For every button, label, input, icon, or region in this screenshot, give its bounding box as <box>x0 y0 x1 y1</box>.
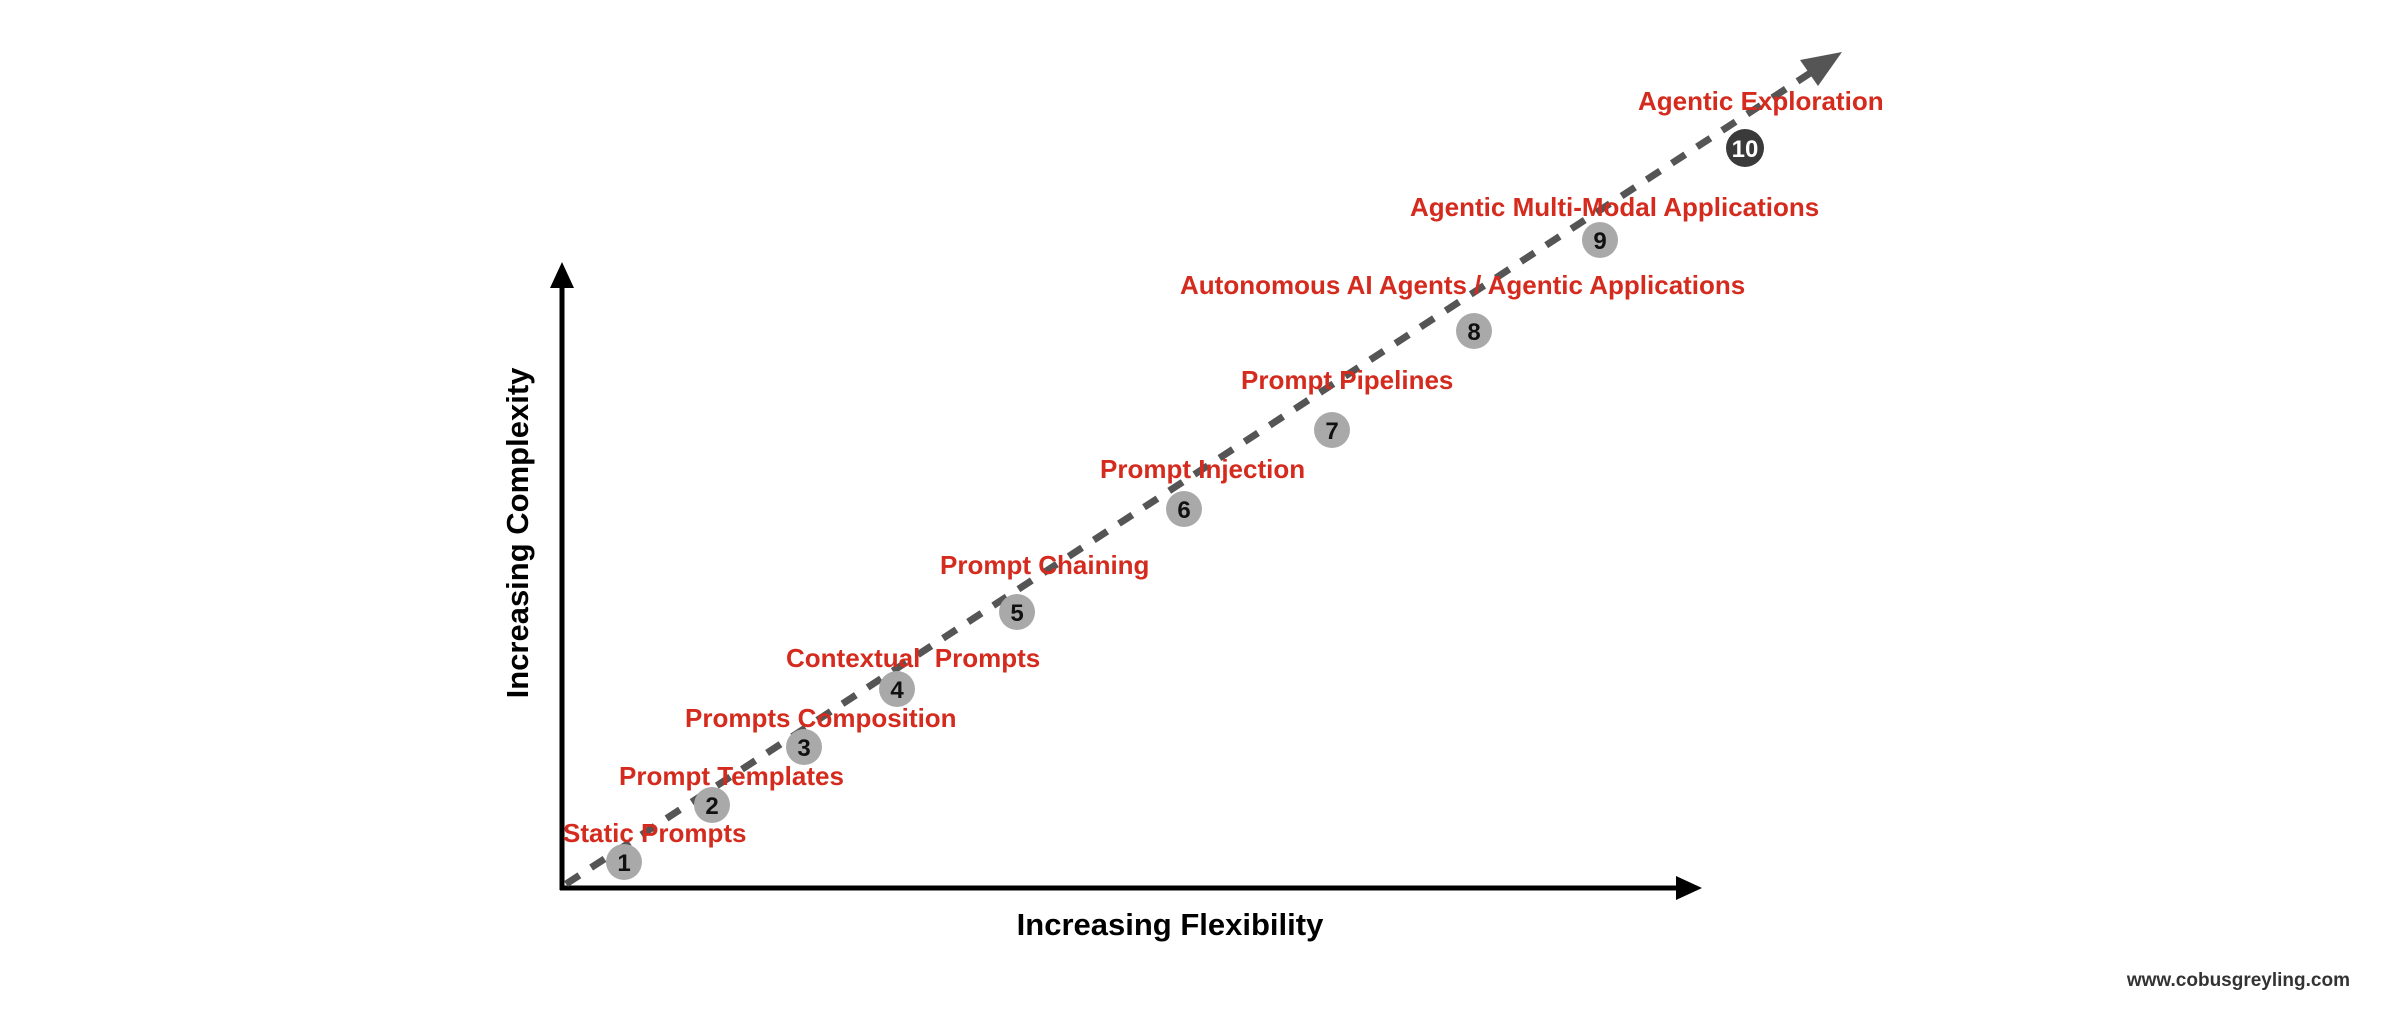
x-axis <box>560 876 1702 900</box>
step-badge <box>1456 313 1492 349</box>
step-label: Prompt Pipelines <box>1241 365 1453 395</box>
step-badge <box>694 787 730 823</box>
trend-line <box>564 65 1820 887</box>
step-number: 3 <box>797 735 810 762</box>
step-badge <box>1726 129 1764 167</box>
step-number: 10 <box>1732 136 1759 163</box>
step-badge <box>606 844 642 880</box>
step-number: 7 <box>1325 418 1338 445</box>
step-number: 8 <box>1467 319 1480 346</box>
step-number: 4 <box>890 677 904 704</box>
step-label: Agentic Multi-Modal Applications <box>1410 192 1819 222</box>
step-label: Prompt Templates <box>619 761 844 791</box>
step-badge <box>786 729 822 765</box>
y-axis-arrowhead <box>550 262 574 288</box>
trend-arrowhead <box>1800 52 1842 86</box>
step-label: Prompt Chaining <box>940 550 1149 580</box>
step-number: 5 <box>1010 600 1023 627</box>
trend-arrow <box>564 52 1842 887</box>
x-axis-title: Increasing Flexibility <box>1017 907 1324 942</box>
step-badge <box>1582 222 1618 258</box>
step-number: 2 <box>705 793 718 820</box>
step-badge <box>1314 412 1350 448</box>
step-badge <box>879 671 915 707</box>
y-axis <box>550 262 574 890</box>
step-label: Autonomous AI Agents / Agentic Applicati… <box>1180 270 1745 300</box>
step-number: 9 <box>1593 228 1606 255</box>
credit-text: www.cobusgreyling.com <box>2126 970 2350 991</box>
step-label: Prompt Injection <box>1100 454 1305 484</box>
step-badge <box>999 594 1035 630</box>
step-label: Contextual Prompts <box>786 643 1040 673</box>
x-axis-arrowhead <box>1676 876 1702 900</box>
y-axis-title: Increasing Complexity <box>500 367 535 699</box>
step-label: Static Prompts <box>563 818 747 848</box>
step-label: Prompts Composition <box>685 703 957 733</box>
step-badge <box>1166 491 1202 527</box>
step-number: 6 <box>1177 497 1190 524</box>
step-label: Agentic Exploration <box>1638 86 1884 116</box>
step-number: 1 <box>617 850 630 877</box>
